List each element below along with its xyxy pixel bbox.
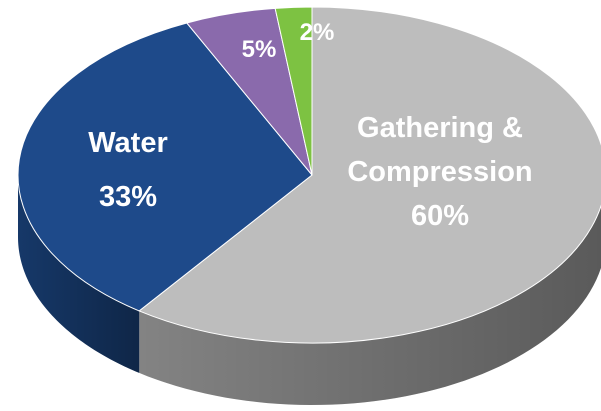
slice-label-line: 5% (242, 36, 277, 63)
slice-label: Gathering & Compression 60% (347, 112, 532, 232)
pie-top-group (17, 6, 601, 344)
pie-slice-side-shade (18, 175, 140, 373)
slice-label-line: Gathering & (357, 112, 523, 144)
pie-slice (17, 22, 313, 312)
slice-label: Water 33% (88, 127, 168, 213)
slice-label-line: 2% (300, 19, 335, 46)
pie-depth-group (18, 175, 601, 405)
slice-label-line: Compression (347, 156, 532, 188)
pie-slice-side-shade (139, 205, 601, 405)
slice-label: 5% (242, 36, 277, 63)
pie-slice (138, 6, 601, 344)
pie-label-group: Gathering & Compression 60% Water 33% 5% 2% (88, 19, 532, 232)
pie-slice (274, 6, 313, 176)
slice-label-line: 60% (411, 200, 469, 232)
slice-label-line: 33% (99, 181, 157, 213)
slice-label: 2% (300, 19, 335, 46)
slice-label-line: Water (88, 127, 168, 159)
